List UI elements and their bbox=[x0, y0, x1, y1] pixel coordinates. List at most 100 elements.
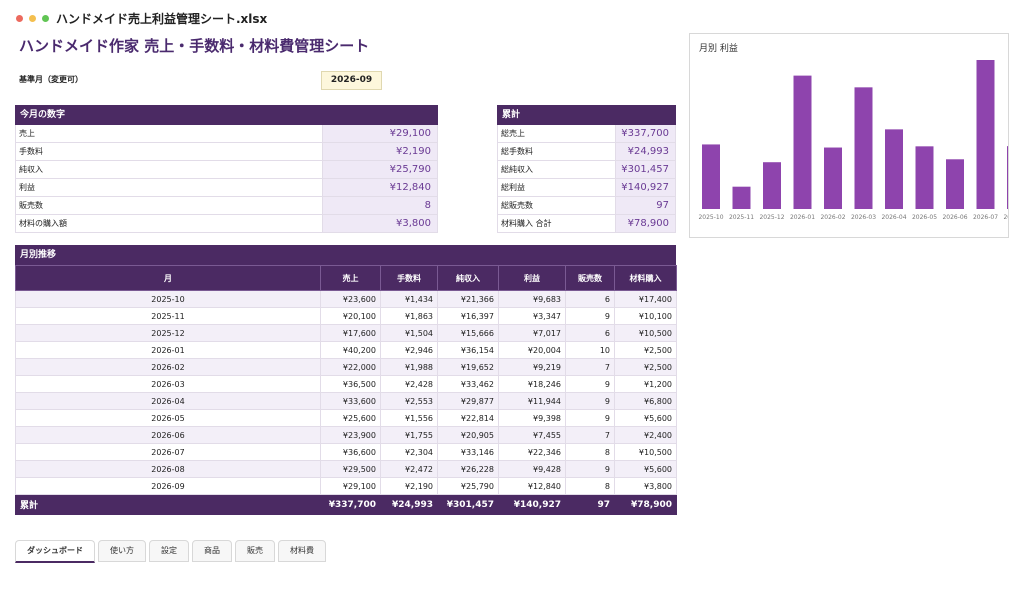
table-cell[interactable]: ¥33,462 bbox=[437, 375, 499, 393]
table-cell[interactable]: 2026-07 bbox=[15, 443, 321, 461]
table-cell[interactable]: ¥2,946 bbox=[380, 341, 438, 359]
table-cell[interactable]: ¥9,683 bbox=[498, 290, 566, 308]
table-cell[interactable]: 7 bbox=[565, 358, 615, 376]
table-cell[interactable]: ¥36,154 bbox=[437, 341, 499, 359]
table-cell[interactable]: ¥23,600 bbox=[320, 290, 381, 308]
table-cell[interactable]: ¥9,219 bbox=[498, 358, 566, 376]
table-cell[interactable]: ¥3,800 bbox=[614, 477, 677, 495]
table-cell[interactable]: 9 bbox=[565, 375, 615, 393]
table-cell[interactable]: ¥29,500 bbox=[320, 460, 381, 478]
table-cell[interactable]: ¥33,600 bbox=[320, 392, 381, 410]
table-cell[interactable]: ¥7,017 bbox=[498, 324, 566, 342]
table-cell[interactable]: 2026-08 bbox=[15, 460, 321, 478]
sheet-tab[interactable]: 設定 bbox=[149, 540, 189, 562]
totals-row: 総売上 ¥337,700 bbox=[497, 125, 676, 143]
table-cell[interactable]: ¥25,790 bbox=[437, 477, 499, 495]
table-cell[interactable]: ¥25,600 bbox=[320, 409, 381, 427]
table-cell[interactable]: 2026-09 bbox=[15, 477, 321, 495]
sheet-tab[interactable]: 材料費 bbox=[278, 540, 326, 562]
table-cell[interactable]: ¥33,146 bbox=[437, 443, 499, 461]
table-cell[interactable]: ¥10,500 bbox=[614, 443, 677, 461]
table-cell[interactable]: ¥12,840 bbox=[498, 477, 566, 495]
table-cell[interactable]: ¥2,472 bbox=[380, 460, 438, 478]
table-cell[interactable]: ¥11,944 bbox=[498, 392, 566, 410]
table-cell[interactable]: ¥2,428 bbox=[380, 375, 438, 393]
table-cell[interactable]: 2026-04 bbox=[15, 392, 321, 410]
table-cell[interactable]: 6 bbox=[565, 324, 615, 342]
table-cell[interactable]: ¥7,455 bbox=[498, 426, 566, 444]
table-cell[interactable]: 10 bbox=[565, 341, 615, 359]
table-cell[interactable]: ¥18,246 bbox=[498, 375, 566, 393]
table-cell[interactable]: ¥5,600 bbox=[614, 409, 677, 427]
sheet-tab[interactable]: ダッシュボード bbox=[15, 540, 95, 563]
table-cell[interactable]: 2026-02 bbox=[15, 358, 321, 376]
table-cell[interactable]: ¥29,100 bbox=[320, 477, 381, 495]
table-cell[interactable]: 9 bbox=[565, 307, 615, 325]
table-cell[interactable]: ¥2,553 bbox=[380, 392, 438, 410]
table-cell[interactable]: ¥22,814 bbox=[437, 409, 499, 427]
total-cell: 累計 bbox=[15, 494, 321, 515]
chart-x-tick-label: 2026-04 bbox=[881, 214, 906, 221]
table-cell[interactable]: 7 bbox=[565, 426, 615, 444]
table-cell[interactable]: ¥23,900 bbox=[320, 426, 381, 444]
table-cell[interactable]: ¥20,004 bbox=[498, 341, 566, 359]
table-cell[interactable]: ¥3,347 bbox=[498, 307, 566, 325]
table-cell[interactable]: 2026-01 bbox=[15, 341, 321, 359]
table-cell[interactable]: ¥17,400 bbox=[614, 290, 677, 308]
table-cell[interactable]: ¥29,877 bbox=[437, 392, 499, 410]
table-cell[interactable]: ¥2,190 bbox=[380, 477, 438, 495]
sheet-tab[interactable]: 商品 bbox=[192, 540, 232, 562]
table-cell[interactable]: ¥36,600 bbox=[320, 443, 381, 461]
table-cell[interactable]: ¥40,200 bbox=[320, 341, 381, 359]
base-month-input[interactable]: 2026-09 bbox=[321, 71, 382, 90]
this-month-row: 利益 ¥12,840 bbox=[15, 179, 438, 197]
table-cell[interactable]: 2026-06 bbox=[15, 426, 321, 444]
table-cell[interactable]: ¥2,500 bbox=[614, 358, 677, 376]
table-cell[interactable]: ¥15,666 bbox=[437, 324, 499, 342]
table-cell[interactable]: ¥9,428 bbox=[498, 460, 566, 478]
table-cell[interactable]: 6 bbox=[565, 290, 615, 308]
table-cell[interactable]: ¥26,228 bbox=[437, 460, 499, 478]
table-cell[interactable]: 2025-12 bbox=[15, 324, 321, 342]
this-month-row: 販売数 8 bbox=[15, 197, 438, 215]
table-cell[interactable]: 2026-03 bbox=[15, 375, 321, 393]
sheet-tab[interactable]: 使い方 bbox=[98, 540, 146, 562]
table-cell[interactable]: ¥21,366 bbox=[437, 290, 499, 308]
table-cell[interactable]: ¥5,600 bbox=[614, 460, 677, 478]
table-cell[interactable]: ¥1,988 bbox=[380, 358, 438, 376]
table-cell[interactable]: ¥20,905 bbox=[437, 426, 499, 444]
table-cell[interactable]: ¥2,500 bbox=[614, 341, 677, 359]
table-cell[interactable]: 2025-11 bbox=[15, 307, 321, 325]
table-cell[interactable]: ¥1,863 bbox=[380, 307, 438, 325]
sheet-tab[interactable]: 販売 bbox=[235, 540, 275, 562]
table-cell[interactable]: ¥1,755 bbox=[380, 426, 438, 444]
maximize-window-button[interactable] bbox=[42, 15, 49, 22]
table-cell[interactable]: ¥6,800 bbox=[614, 392, 677, 410]
table-cell[interactable]: ¥10,100 bbox=[614, 307, 677, 325]
table-cell[interactable]: ¥20,100 bbox=[320, 307, 381, 325]
totals-label: 総利益 bbox=[498, 179, 616, 196]
table-cell[interactable]: 2025-10 bbox=[15, 290, 321, 308]
table-cell[interactable]: ¥1,556 bbox=[380, 409, 438, 427]
table-cell[interactable]: ¥36,500 bbox=[320, 375, 381, 393]
table-cell[interactable]: 9 bbox=[565, 460, 615, 478]
table-cell[interactable]: 2026-05 bbox=[15, 409, 321, 427]
table-cell[interactable]: 9 bbox=[565, 392, 615, 410]
table-cell[interactable]: ¥22,000 bbox=[320, 358, 381, 376]
table-cell[interactable]: ¥1,200 bbox=[614, 375, 677, 393]
table-cell[interactable]: ¥17,600 bbox=[320, 324, 381, 342]
table-cell[interactable]: ¥19,652 bbox=[437, 358, 499, 376]
table-cell[interactable]: ¥10,500 bbox=[614, 324, 677, 342]
table-cell[interactable]: ¥16,397 bbox=[437, 307, 499, 325]
table-cell[interactable]: ¥2,400 bbox=[614, 426, 677, 444]
table-cell[interactable]: 8 bbox=[565, 477, 615, 495]
table-cell[interactable]: ¥22,346 bbox=[498, 443, 566, 461]
table-cell[interactable]: ¥2,304 bbox=[380, 443, 438, 461]
close-window-button[interactable] bbox=[16, 15, 23, 22]
table-cell[interactable]: ¥1,434 bbox=[380, 290, 438, 308]
table-cell[interactable]: 8 bbox=[565, 443, 615, 461]
table-cell[interactable]: ¥1,504 bbox=[380, 324, 438, 342]
table-cell[interactable]: 9 bbox=[565, 409, 615, 427]
table-cell[interactable]: ¥9,398 bbox=[498, 409, 566, 427]
minimize-window-button[interactable] bbox=[29, 15, 36, 22]
